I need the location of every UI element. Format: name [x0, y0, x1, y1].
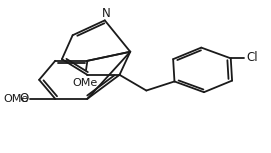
Text: N: N [102, 7, 111, 20]
Text: OMe: OMe [72, 78, 97, 88]
Text: O: O [19, 92, 28, 105]
Text: OMe: OMe [3, 94, 28, 104]
Text: Cl: Cl [246, 51, 258, 64]
